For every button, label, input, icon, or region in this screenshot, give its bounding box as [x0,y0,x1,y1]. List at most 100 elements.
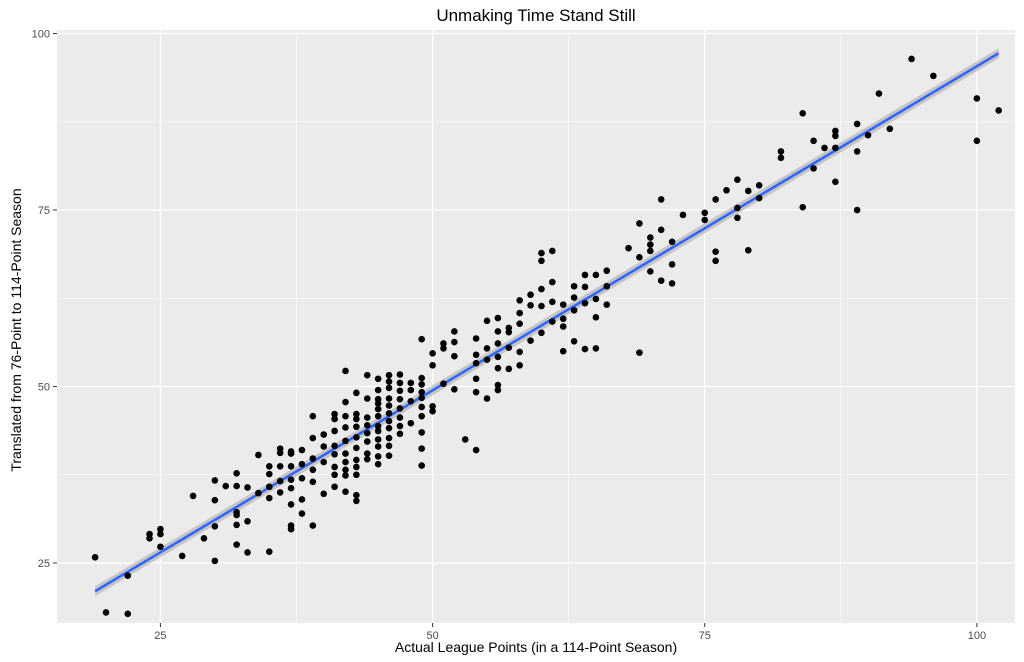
data-point [374,453,382,460]
data-point [494,340,502,347]
data-point [353,497,360,505]
data-point [679,211,687,219]
data-point [559,347,567,355]
data-point [385,434,393,442]
y-tick-label-25: 25 [38,558,50,570]
data-point [385,395,393,402]
data-point [810,165,817,172]
data-point [265,470,273,478]
data-point [298,474,306,482]
data-point [374,422,382,430]
data-point [744,246,752,254]
data-point [320,431,328,438]
chart-title: Unmaking Time Stand Still [436,6,635,25]
data-point [418,388,425,396]
data-point [832,178,839,186]
x-tick-label-25: 25 [154,630,166,642]
data-point [287,476,295,483]
data-point [244,549,251,556]
data-point [875,90,883,97]
y-tick-label-75: 75 [38,205,50,217]
data-point [647,234,654,241]
data-point [233,470,240,477]
data-point [494,353,502,361]
data-point [549,318,556,325]
data-point [592,295,600,303]
data-point [331,483,338,491]
data-point [853,148,861,155]
data-point [124,610,132,618]
data-point [244,484,251,491]
data-point [418,403,425,411]
data-point [353,491,360,499]
data-point [712,196,719,203]
data-point [385,371,393,379]
data-point [363,450,371,457]
data-point [418,445,425,452]
data-point [353,444,360,452]
data-point [374,412,382,420]
data-point [320,490,328,498]
x-tick-label-100: 100 [968,630,986,642]
data-point [385,442,393,450]
data-point [570,294,578,301]
data-point [276,477,284,485]
data-point [353,410,360,418]
data-point [570,306,578,314]
data-point [178,552,186,560]
data-point [668,280,676,287]
data-point [734,176,741,183]
data-point [483,345,491,352]
trend-line [94,52,1000,593]
data-point [581,271,589,279]
data-point [396,371,404,378]
data-point [342,458,349,466]
data-point [200,534,208,542]
data-point [342,488,349,495]
data-point [331,442,338,450]
data-point [233,541,240,548]
data-point [353,456,360,464]
data-point [799,110,807,117]
data-point [233,508,240,516]
data-point [886,125,894,133]
data-point [385,402,393,409]
data-point [832,132,839,140]
data-point [494,364,502,372]
data-point [287,484,295,492]
data-point [157,525,164,533]
data-point [712,248,719,255]
data-point [636,349,643,356]
data-point [363,414,371,421]
data-point [418,374,425,382]
data-point [603,267,611,275]
data-point [374,386,382,394]
data-point [342,367,349,375]
data-point [821,144,828,152]
data-point [385,378,393,385]
data-point [429,402,436,410]
data-point [233,521,240,529]
data-point [494,328,502,335]
data-point [385,410,393,417]
data-point [157,530,164,538]
data-point [407,419,415,427]
data-point [538,257,545,265]
data-point [516,320,523,327]
data-point [636,254,643,261]
data-point [472,388,480,396]
data-point [189,492,197,500]
y-tick-label-100: 100 [32,29,50,41]
data-point [625,244,632,252]
data-point [668,261,676,268]
data-point [755,182,763,189]
data-point [265,462,273,470]
y-axis-title: Translated from 76-Point to 114-Point Se… [8,188,24,471]
data-point [309,434,317,442]
data-point [298,460,306,468]
data-point [647,247,654,255]
data-point [451,338,458,346]
data-point [538,302,545,310]
data-point [385,452,393,459]
